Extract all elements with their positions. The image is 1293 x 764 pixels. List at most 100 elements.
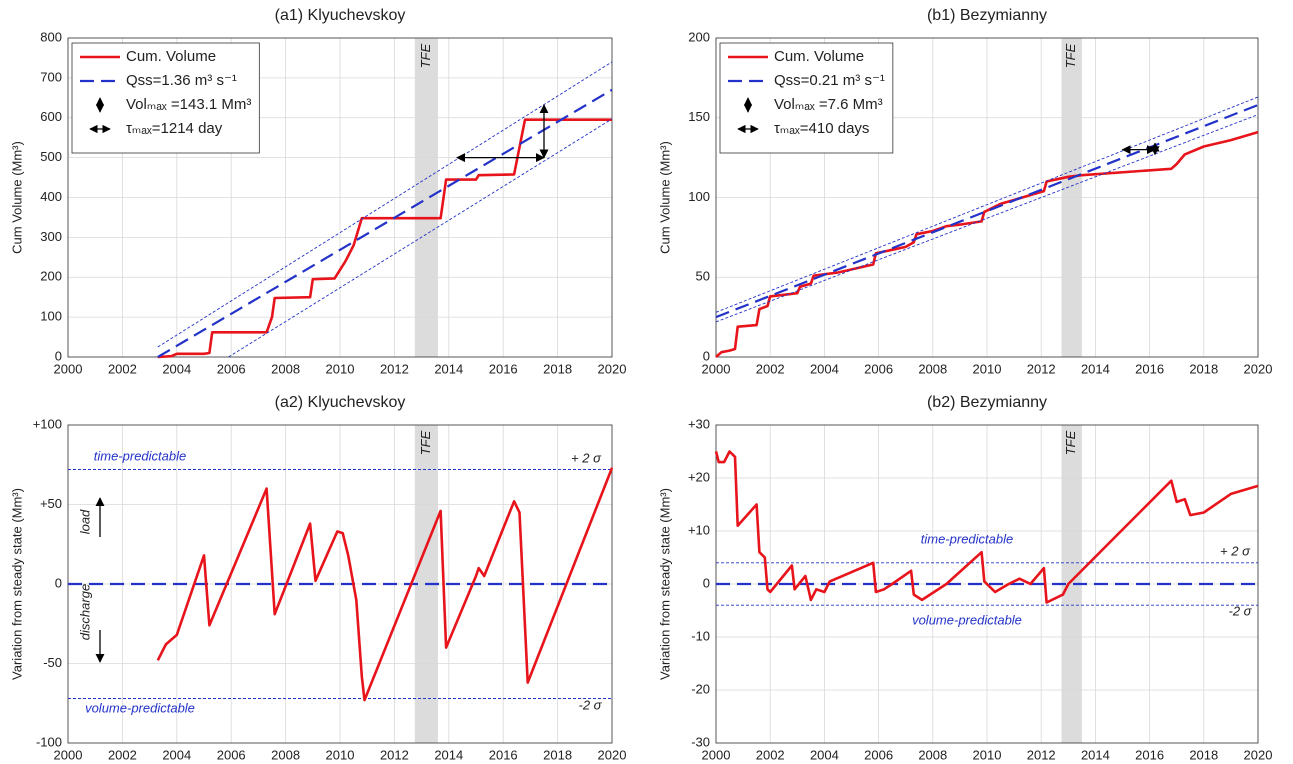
x-tick-label: 2010 bbox=[973, 747, 1002, 762]
y-tick-label: +30 bbox=[688, 416, 710, 431]
x-tick-label: 2020 bbox=[1244, 361, 1273, 376]
x-tick-label: 2006 bbox=[864, 747, 893, 762]
x-tick-label: 2020 bbox=[1244, 747, 1273, 762]
legend-label: Volₘₐₓ =143.1 Mm³ bbox=[126, 96, 251, 113]
x-tick-label: 2008 bbox=[271, 747, 300, 762]
annotation: volume-predictable bbox=[85, 700, 195, 715]
x-tick-label: 2002 bbox=[756, 361, 785, 376]
x-tick-label: 2004 bbox=[162, 361, 191, 376]
x-tick-label: 2002 bbox=[108, 361, 137, 376]
legend-label: Cum. Volume bbox=[774, 48, 864, 65]
x-tick-label: 2000 bbox=[702, 747, 731, 762]
x-tick-label: 2004 bbox=[810, 361, 839, 376]
y-tick-label: -10 bbox=[691, 628, 710, 643]
y-tick-label: 0 bbox=[55, 348, 62, 363]
y-tick-label: 100 bbox=[688, 189, 710, 204]
annotation: + 2 σ bbox=[1220, 543, 1251, 558]
y-tick-label: 600 bbox=[40, 109, 62, 124]
x-tick-label: 2002 bbox=[108, 747, 137, 762]
series-line bbox=[715, 96, 1259, 313]
legend-label: Qss=1.36 m³ s⁻¹ bbox=[126, 72, 237, 89]
series-line bbox=[228, 118, 613, 358]
y-tick-label: -50 bbox=[43, 655, 62, 670]
series-line bbox=[715, 114, 1259, 323]
x-tick-label: 2018 bbox=[543, 747, 572, 762]
x-tick-label: 2014 bbox=[1081, 747, 1110, 762]
x-tick-label: 2010 bbox=[973, 361, 1002, 376]
x-tick-label: 2004 bbox=[810, 747, 839, 762]
annotation: volume-predictable bbox=[912, 612, 1022, 627]
series-line bbox=[157, 61, 613, 348]
annotation: time-predictable bbox=[921, 531, 1014, 546]
y-tick-label: 800 bbox=[40, 29, 62, 44]
annotation: discharge bbox=[77, 584, 92, 640]
y-tick-label: 300 bbox=[40, 229, 62, 244]
series-line bbox=[715, 103, 1259, 319]
x-tick-label: 2018 bbox=[1189, 361, 1218, 376]
annotation: + 2 σ bbox=[571, 450, 602, 465]
y-tick-label: 100 bbox=[40, 309, 62, 324]
x-tick-label: 2018 bbox=[543, 361, 572, 376]
tfe-label: TFE bbox=[1063, 43, 1078, 68]
x-tick-label: 2010 bbox=[326, 747, 355, 762]
y-tick-label: 200 bbox=[40, 269, 62, 284]
x-tick-label: 2012 bbox=[380, 361, 409, 376]
tfe-label: TFE bbox=[1063, 430, 1078, 455]
chart-title: (a1) Klyuchevskoy bbox=[275, 7, 406, 24]
legend-label: Qss=0.21 m³ s⁻¹ bbox=[774, 72, 885, 89]
y-tick-label: -20 bbox=[691, 681, 710, 696]
y-tick-label: 50 bbox=[696, 269, 710, 284]
y-axis-label: Cum Volume (Mm³) bbox=[9, 141, 24, 254]
series-line bbox=[714, 450, 1259, 604]
y-tick-label: -100 bbox=[36, 734, 62, 749]
x-tick-label: 2008 bbox=[271, 361, 300, 376]
y-axis-label: Variation from steady state (Mm³) bbox=[9, 488, 24, 680]
x-tick-label: 2020 bbox=[598, 361, 627, 376]
chart-title: (b2) Bezymianny bbox=[927, 394, 1047, 411]
x-tick-label: 2018 bbox=[1189, 747, 1218, 762]
y-tick-label: -30 bbox=[691, 734, 710, 749]
x-tick-label: 2014 bbox=[434, 361, 463, 376]
y-tick-label: +20 bbox=[688, 469, 710, 484]
y-tick-label: 500 bbox=[40, 149, 62, 164]
x-tick-label: 2006 bbox=[864, 361, 893, 376]
x-tick-label: 2016 bbox=[1135, 747, 1164, 762]
y-tick-label: +50 bbox=[40, 496, 62, 511]
series-line bbox=[156, 467, 614, 702]
tfe-label: TFE bbox=[418, 43, 433, 68]
x-tick-label: 2002 bbox=[756, 747, 785, 762]
y-tick-label: 700 bbox=[40, 69, 62, 84]
plot-frame bbox=[715, 37, 1259, 358]
y-axis-label: Variation from steady state (Mm³) bbox=[657, 488, 672, 680]
x-tick-label: 2016 bbox=[489, 361, 518, 376]
y-tick-label: 0 bbox=[703, 575, 710, 590]
annotation: -2 σ bbox=[1228, 603, 1252, 618]
x-tick-label: 2006 bbox=[217, 747, 246, 762]
tfe-label: TFE bbox=[418, 430, 433, 455]
x-tick-label: 2016 bbox=[1135, 361, 1164, 376]
y-tick-label: 400 bbox=[40, 189, 62, 204]
y-tick-label: +10 bbox=[688, 522, 710, 537]
x-tick-label: 2006 bbox=[217, 361, 246, 376]
x-tick-label: 2012 bbox=[1027, 747, 1056, 762]
legend: Cum. Volume Qss=1.36 m³ s⁻¹ Volₘₐₓ =143.1 … bbox=[71, 42, 260, 154]
legend: Cum. Volume Qss=0.21 m³ s⁻¹ Volₘₐₓ =7.6 Mm… bbox=[719, 42, 894, 154]
annotation: time-predictable bbox=[94, 448, 187, 463]
x-tick-label: 2016 bbox=[489, 747, 518, 762]
y-tick-label: 0 bbox=[55, 575, 62, 590]
annotation: -2 σ bbox=[578, 697, 602, 712]
y-tick-label: 200 bbox=[688, 29, 710, 44]
x-tick-label: 2000 bbox=[54, 361, 83, 376]
x-tick-label: 2014 bbox=[1081, 361, 1110, 376]
y-tick-label: 0 bbox=[703, 348, 710, 363]
x-tick-label: 2010 bbox=[326, 361, 355, 376]
series-line bbox=[157, 88, 613, 358]
y-tick-label: +100 bbox=[33, 416, 62, 431]
x-tick-label: 2012 bbox=[1027, 361, 1056, 376]
y-axis-label: Cum Volume (Mm³) bbox=[657, 141, 672, 254]
legend-label: τₘₐₓ=410 days bbox=[774, 120, 869, 137]
x-tick-label: 2008 bbox=[918, 361, 947, 376]
